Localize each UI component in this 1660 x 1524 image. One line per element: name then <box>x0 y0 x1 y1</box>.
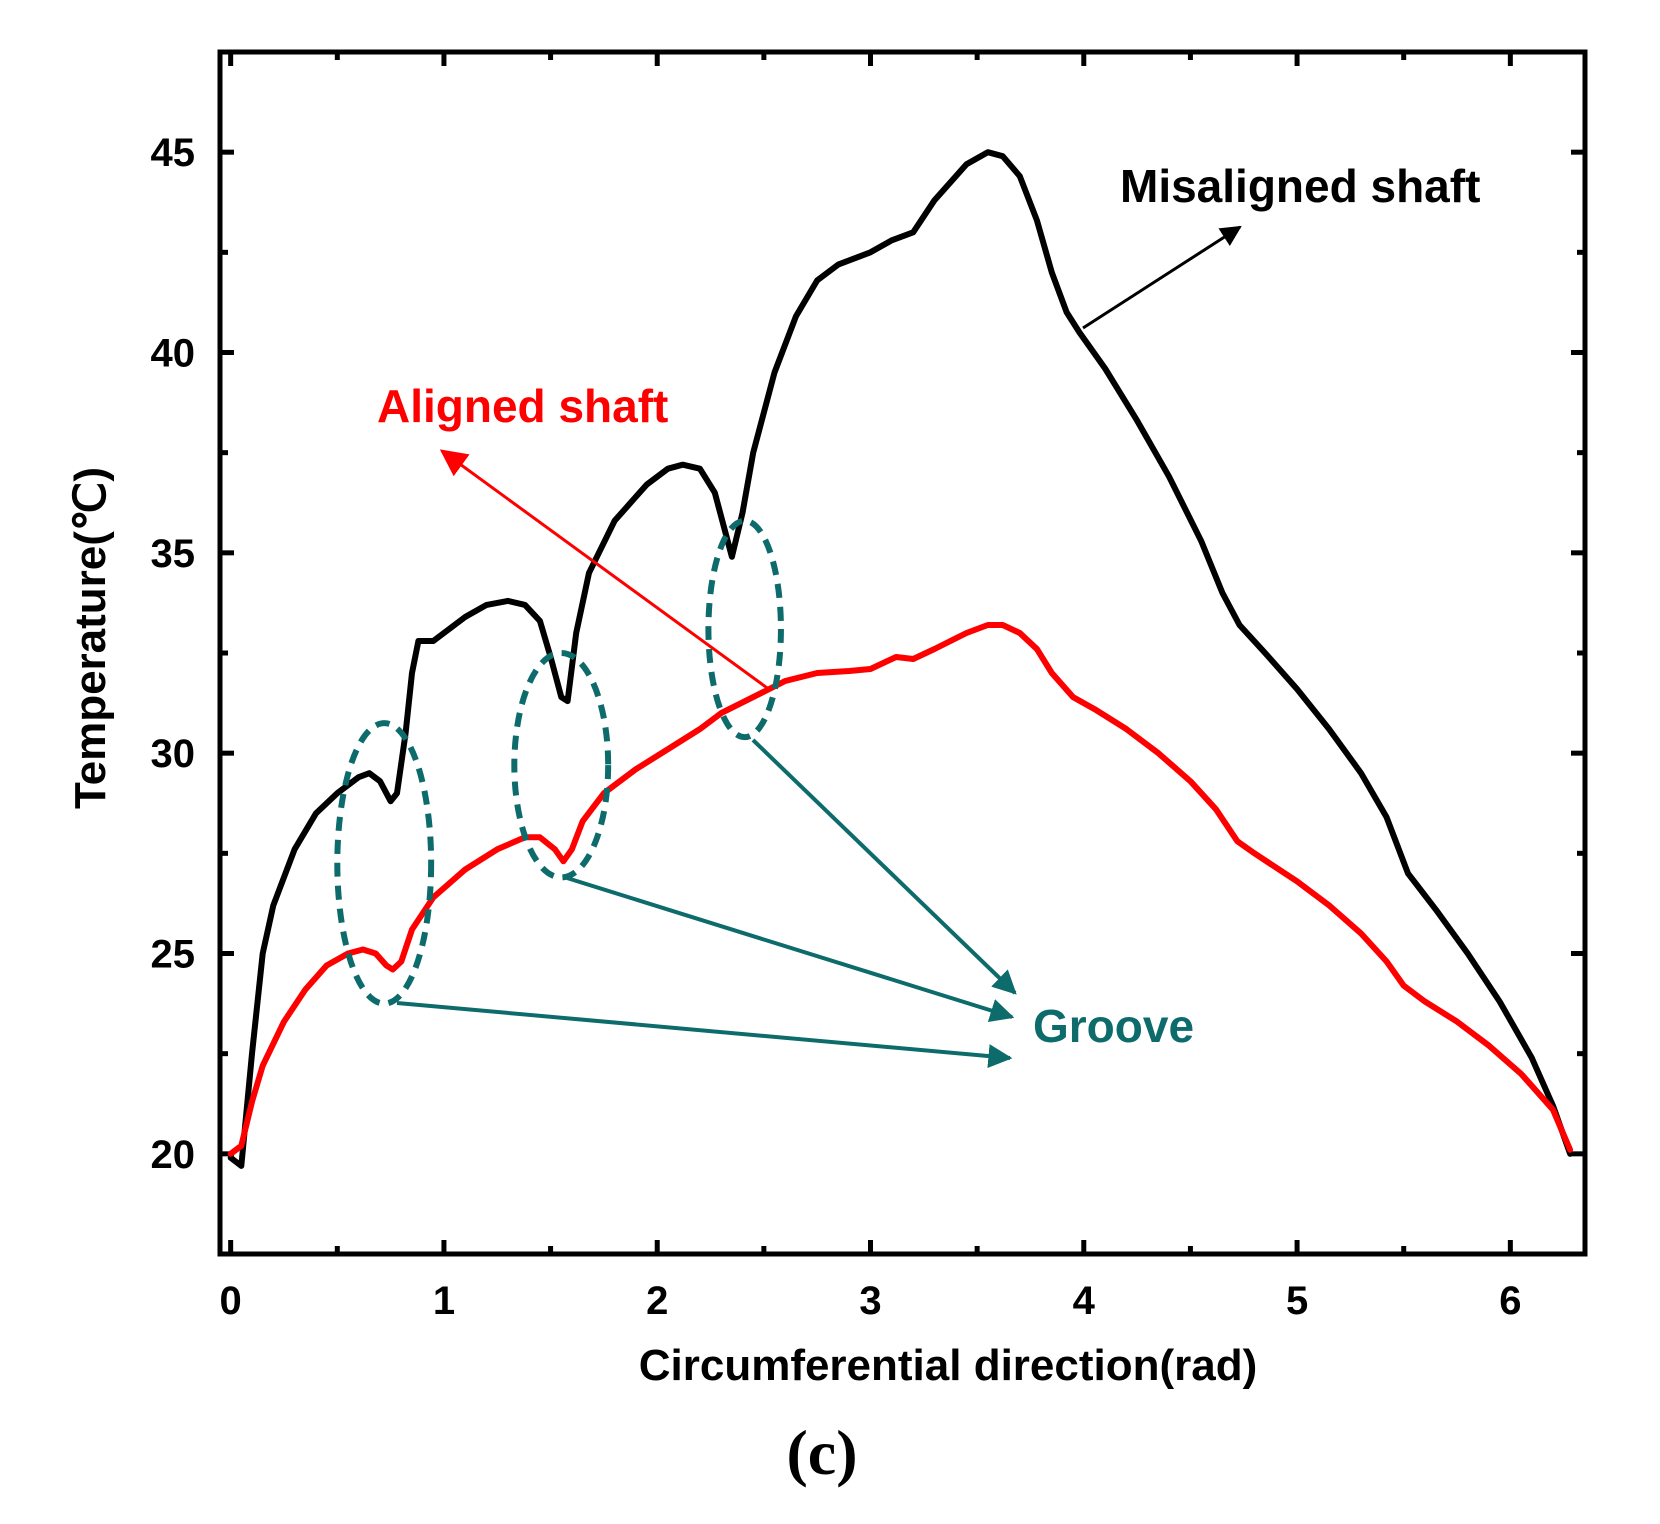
x-tick-label-4: 4 <box>1073 1279 1096 1323</box>
plot-frame <box>217 49 1588 1257</box>
groove-ellipse-2 <box>511 650 612 881</box>
y-axis-title: Temperature(℃) <box>66 467 115 809</box>
y-tick-label-0: 20 <box>151 1133 196 1177</box>
misaligned-arrow <box>1082 225 1242 330</box>
y-tick-label-5: 45 <box>151 131 196 175</box>
groove-arrow-1 <box>396 1001 1013 1069</box>
groove-arrow-2 <box>566 876 1015 1023</box>
x-tick-label-1: 1 <box>433 1279 455 1323</box>
series-line-misaligned-shaft <box>227 149 1574 1169</box>
x-axis-title: Circumferential direction(rad) <box>639 1341 1258 1390</box>
x-tick-label-2: 2 <box>646 1279 668 1323</box>
aligned-shaft-label: Aligned shaft <box>377 380 668 432</box>
groove-ellipse-1 <box>334 720 435 1007</box>
groove-ellipses <box>334 517 784 1007</box>
aligned-arrow <box>439 449 771 692</box>
y-tick-label-3: 35 <box>151 532 196 576</box>
x-tick-label-3: 3 <box>859 1279 881 1323</box>
y-tick-label-4: 40 <box>151 332 196 376</box>
groove-ellipse-3 <box>705 517 784 741</box>
panel-label: (c) <box>786 1417 857 1488</box>
x-tick-label-5: 5 <box>1286 1279 1308 1323</box>
groove-arrow-3 <box>751 738 1017 995</box>
y-tick-label-2: 30 <box>151 732 196 776</box>
x-tick-label-6: 6 <box>1499 1279 1521 1323</box>
misaligned-shaft-label: Misaligned shaft <box>1120 160 1480 212</box>
x-tick-label-0: 0 <box>220 1279 242 1323</box>
series-line-aligned-shaft <box>227 622 1574 1157</box>
groove-label: Groove <box>1033 1000 1194 1052</box>
y-tick-label-1: 25 <box>151 933 196 977</box>
